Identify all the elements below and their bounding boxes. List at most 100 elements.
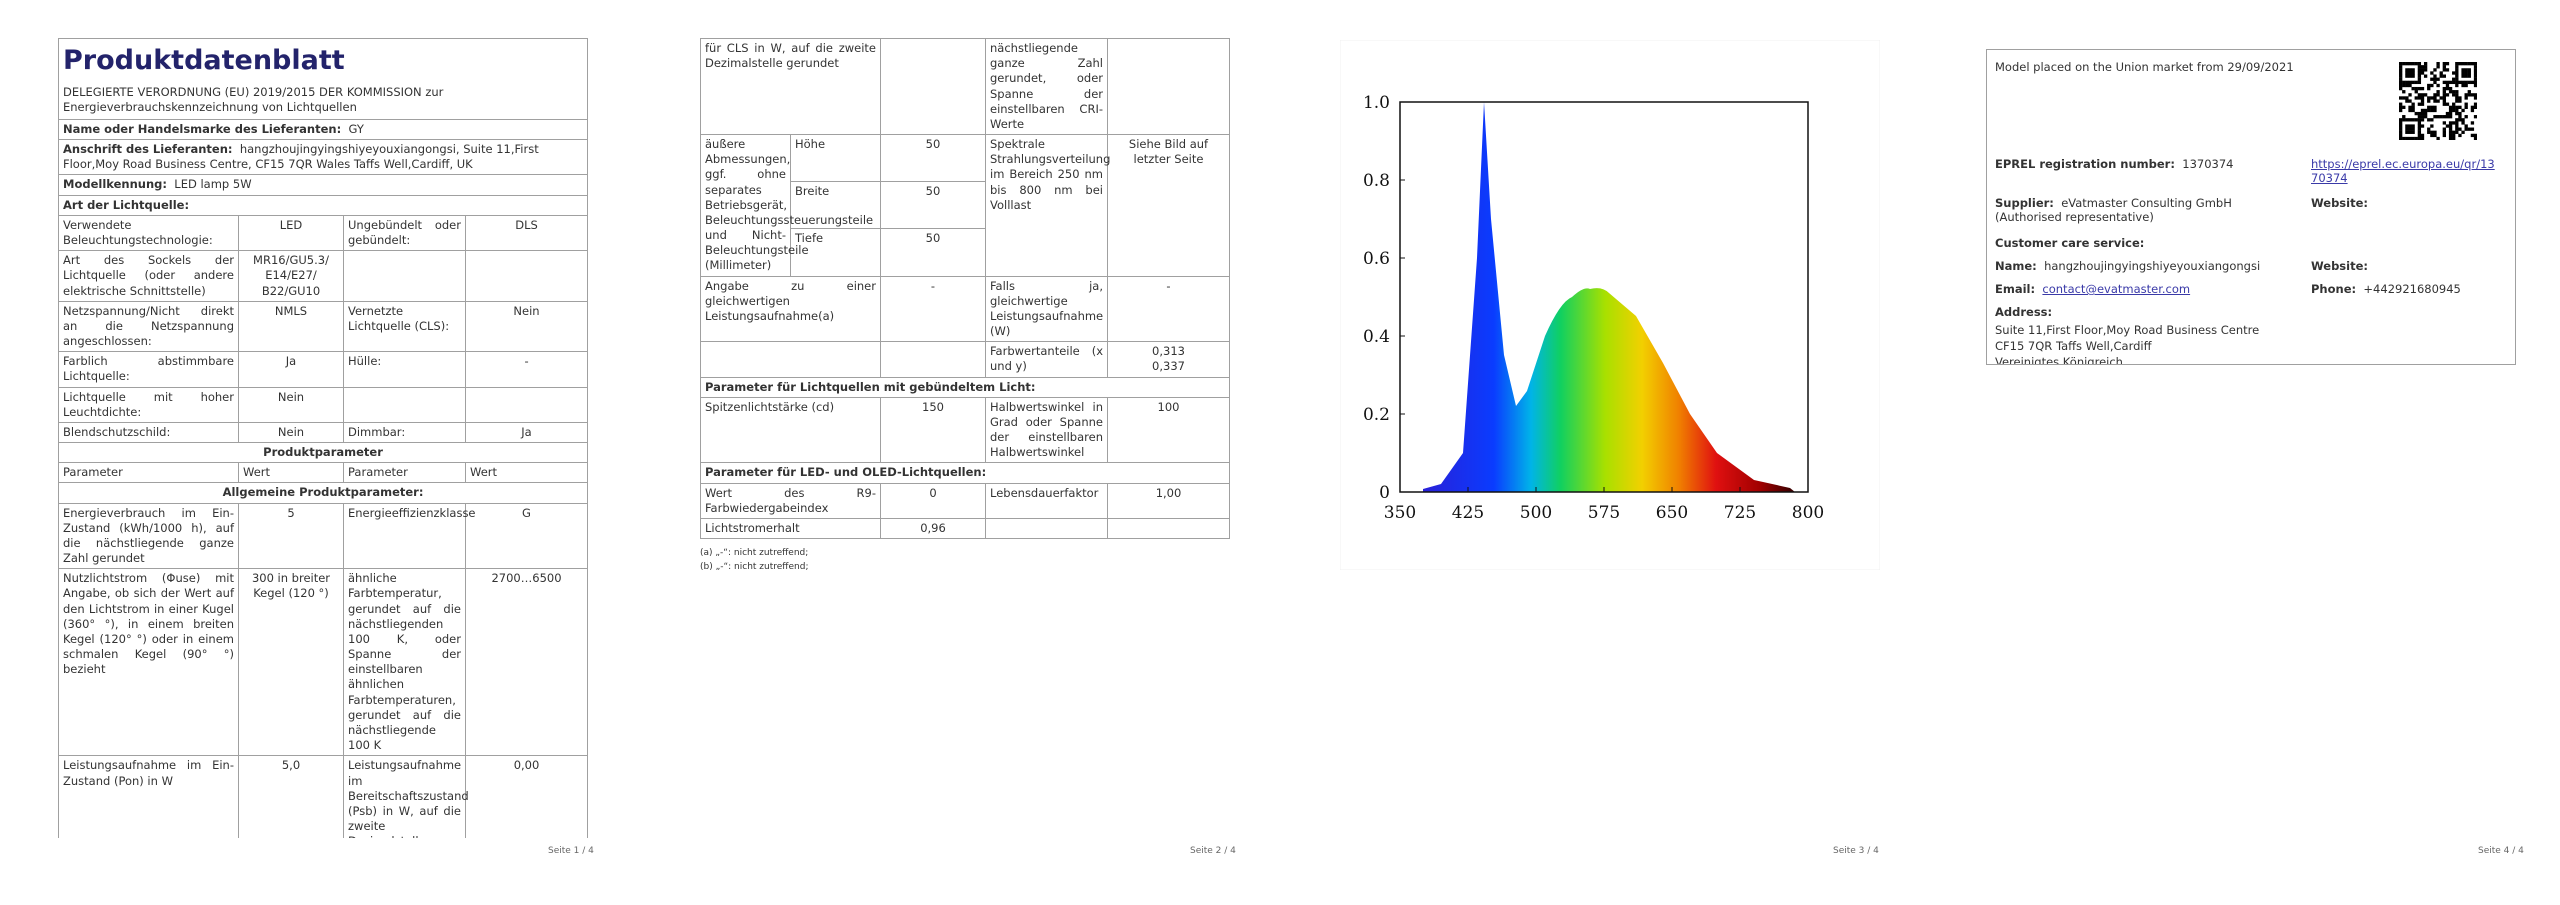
qr-module	[2436, 115, 2440, 119]
name-row: Name: hangzhoujingyingshiyeyouxiangongsi	[1995, 259, 2260, 273]
qr-module	[2470, 93, 2475, 97]
qr-module	[2458, 105, 2462, 109]
page-footer: Seite 4 / 4	[2478, 846, 2524, 856]
table-cell: 5	[238, 502, 344, 570]
label: Website:	[2311, 196, 2368, 210]
qr-module	[2399, 105, 2403, 109]
qr-module	[2408, 93, 2412, 97]
email-link[interactable]: contact@evatmaster.com	[2042, 282, 2191, 296]
qr-module	[2399, 124, 2403, 128]
qr-module	[2455, 118, 2459, 122]
qr-module	[2423, 74, 2428, 78]
table-row: Spitzenlichtstärke (cd) 150 Halbwertswinke…	[700, 396, 1230, 464]
table-row: Leistungsaufnahme im Ein-Zustand (Pon) i…	[58, 755, 588, 838]
qr-module	[2452, 108, 2456, 113]
table-row: Farblich abstimmbare Lichtquelle: Ja Hülle…	[58, 351, 588, 388]
qr-module	[2467, 62, 2471, 66]
qr-module	[2402, 105, 2406, 109]
qr-module	[2420, 71, 2425, 75]
qr-module	[2411, 130, 2415, 134]
qr-module	[2458, 99, 2462, 103]
table-cell: 50	[880, 181, 986, 230]
phone-row: Phone: +442921680945	[2311, 282, 2461, 296]
qr-module	[2455, 65, 2459, 69]
qr-module	[2467, 74, 2471, 78]
qr-module	[2436, 93, 2440, 97]
qr-module	[2436, 62, 2440, 66]
qr-module	[2402, 90, 2406, 94]
qr-module	[2399, 121, 2403, 125]
qr-module	[2423, 115, 2428, 119]
table-cell: für CLS in W, auf die zweite Dezimalstel…	[700, 38, 881, 136]
section-heading: Parameter für LED- und OLED-Lichtquellen…	[700, 462, 1230, 484]
qr-module	[2402, 118, 2406, 122]
qr-module	[2427, 99, 2431, 103]
qr-module	[2417, 121, 2422, 125]
qr-module	[2417, 115, 2422, 119]
eprel-link[interactable]: https://eprel.ec.europa.eu/qr/1370374	[2311, 157, 2495, 185]
info-value: hangzhoujingyingshiyeyouxiangongsi, Suit…	[63, 142, 539, 172]
qr-module	[2427, 130, 2431, 134]
table-row: Energieverbrauch im Ein-Zustand (kWh/100…	[58, 502, 588, 570]
table-row: Verwendete Beleuchtungstechnologie: LED Un…	[58, 214, 588, 252]
qr-module	[2464, 71, 2468, 75]
table-row: Farbwertanteile (x und y) 0,313 0,337	[700, 341, 1230, 378]
qr-module	[2423, 108, 2428, 113]
data-table: Produktdatenblatt DELEGIERTE VERORDNUNG (…	[58, 38, 588, 838]
qr-module	[2461, 121, 2465, 125]
qr-module	[2470, 108, 2475, 113]
qr-module	[2445, 68, 2450, 72]
section-row: Allgemeine Produktparameter:	[58, 482, 588, 504]
qr-module	[2470, 105, 2475, 109]
header-row: Parameter Wert Parameter Wert	[58, 462, 588, 484]
table-cell: Breite	[790, 181, 881, 230]
qr-module	[2411, 74, 2415, 78]
qr-module	[2473, 96, 2477, 100]
qr-module	[2433, 77, 2437, 81]
table-cell: Spektrale Strahlungsverteilung im Bereic…	[985, 134, 1110, 277]
address: Suite 11,First Floor,Moy Road Business C…	[1995, 322, 2259, 364]
table-cell: Art des Sockels der Lichtquelle (oder an…	[58, 250, 239, 302]
qr-module	[2405, 83, 2409, 88]
qr-module	[2470, 121, 2475, 125]
qr-module	[2399, 130, 2403, 134]
qr-module	[2420, 102, 2425, 106]
qr-module	[2411, 71, 2415, 75]
y-tick-label: 0.2	[1363, 405, 1390, 425]
qr-module	[2417, 86, 2422, 91]
qr-module	[2433, 80, 2437, 85]
qr-module	[2427, 108, 2431, 113]
sheet-page-4: Model placed on the Union market from 29…	[1986, 49, 2516, 365]
qr-module	[2405, 127, 2409, 131]
qr-module	[2408, 68, 2412, 72]
qr-module	[2430, 105, 2434, 109]
table-cell: MR16/GU5.3/ E14/E27/ B22/GU10	[238, 250, 344, 302]
qr-module	[2464, 83, 2468, 88]
market-date: Model placed on the Union market from 29…	[1995, 60, 2294, 74]
qr-module	[2473, 62, 2477, 66]
qr-module	[2408, 74, 2412, 78]
qr-module	[2433, 130, 2437, 134]
qr-module	[2433, 93, 2437, 97]
qr-module	[2408, 118, 2412, 122]
qr-module	[2461, 118, 2465, 122]
qr-module	[2442, 68, 2446, 72]
info-value: LED lamp 5W	[174, 177, 252, 192]
qr-module	[2420, 115, 2425, 119]
sheet-page-1: Produktdatenblatt DELEGIERTE VERORDNUNG (…	[58, 38, 588, 838]
table-row: Blendschutzschild: Nein Dimmbar: Ja	[58, 421, 588, 444]
sheet-page-2: für CLS in W, auf die zweite Dezimalstel…	[700, 38, 1230, 598]
qr-module	[2420, 68, 2425, 72]
qr-module	[2420, 86, 2425, 91]
qr-module	[2414, 96, 2418, 100]
qr-module	[2461, 62, 2465, 66]
table-cell: -	[1107, 275, 1230, 343]
qr-module	[2405, 96, 2409, 100]
qr-module	[2399, 83, 2403, 88]
qr-module	[2430, 133, 2434, 138]
qr-module	[2470, 127, 2475, 131]
footnotes: (a) „-“: nicht zutreffend; (b) „-“: nicht…	[700, 547, 1230, 574]
qr-module	[2448, 124, 2453, 128]
table-cell: 100	[1107, 396, 1230, 464]
y-tick-label: 1.0	[1363, 93, 1390, 113]
